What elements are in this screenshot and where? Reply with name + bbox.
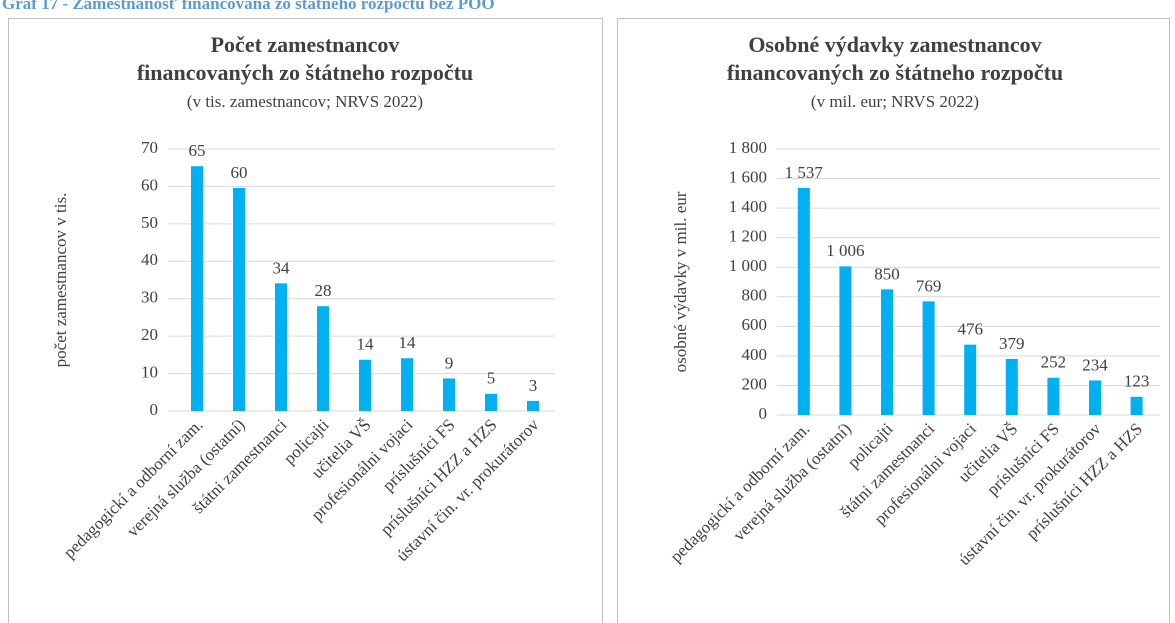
value-label: 476 (957, 320, 983, 339)
chart-title: financovaných zo štátneho rozpočtu (137, 60, 473, 85)
panel (8, 18, 603, 623)
bar (797, 187, 810, 415)
value-label: 65 (189, 141, 206, 160)
y-tick-label: 800 (742, 286, 768, 305)
y-tick-label: 1 400 (729, 197, 767, 216)
value-label: 3 (529, 376, 538, 395)
chart-subtitle: (v tis. zamestnancov; NRVS 2022) (187, 92, 423, 111)
value-label: 9 (445, 353, 454, 372)
bar (1047, 377, 1060, 415)
chart-title: Počet zamestnancov (211, 32, 400, 57)
bar (922, 301, 935, 415)
value-label: 1 006 (826, 241, 864, 260)
y-tick-label: 600 (742, 315, 768, 334)
value-label: 34 (273, 258, 291, 277)
value-label: 769 (916, 276, 942, 295)
bar (359, 359, 371, 411)
bar (233, 187, 245, 411)
value-label: 123 (1124, 372, 1150, 391)
y-tick-label: 400 (742, 345, 768, 364)
bar (1130, 396, 1143, 415)
panel (617, 18, 1170, 623)
y-axis-label: osobné výdavky v mil. eur (671, 191, 690, 372)
value-label: 850 (874, 264, 900, 283)
chart-title: Osobné výdavky zamestnancov (748, 32, 1041, 57)
heading: Graf 17 - Zamestnanosť financovaná zo št… (2, 0, 495, 13)
y-tick-label: 1 000 (729, 256, 767, 275)
y-tick-label: 60 (141, 175, 158, 194)
bar (485, 393, 497, 411)
chart-title: financovaných zo štátneho rozpočtu (727, 60, 1063, 85)
chart-subtitle: (v mil. eur; NRVS 2022) (811, 92, 979, 111)
y-tick-label: 0 (150, 400, 159, 419)
bar (881, 289, 893, 415)
y-axis-label: počet zamestnancov v tis. (51, 193, 70, 368)
y-tick-label: 1 800 (729, 138, 767, 157)
value-label: 379 (999, 334, 1025, 353)
value-label: 234 (1082, 355, 1108, 374)
y-tick-label: 0 (759, 404, 768, 423)
bar (443, 378, 455, 411)
value-label: 14 (399, 333, 417, 352)
value-label: 5 (487, 369, 496, 388)
y-tick-label: 10 (141, 362, 158, 381)
bar (964, 344, 977, 415)
value-label: 252 (1041, 353, 1067, 372)
bar (1089, 380, 1101, 415)
bar (275, 283, 287, 411)
y-tick-label: 50 (141, 213, 158, 232)
y-tick-label: 1 200 (729, 227, 767, 246)
y-tick-label: 30 (141, 288, 158, 307)
bar (317, 306, 329, 411)
bar (839, 266, 852, 415)
bar (527, 400, 539, 411)
value-label: 28 (315, 281, 332, 300)
y-tick-label: 40 (141, 250, 158, 269)
value-label: 14 (357, 335, 375, 354)
value-label: 60 (231, 163, 248, 182)
y-tick-label: 200 (742, 374, 768, 393)
bar (191, 166, 203, 411)
bar (401, 358, 413, 411)
y-tick-label: 20 (141, 325, 158, 344)
y-tick-label: 1 600 (729, 167, 767, 186)
bar (1005, 358, 1018, 415)
y-tick-label: 70 (141, 138, 158, 157)
value-label: 1 537 (785, 163, 824, 182)
